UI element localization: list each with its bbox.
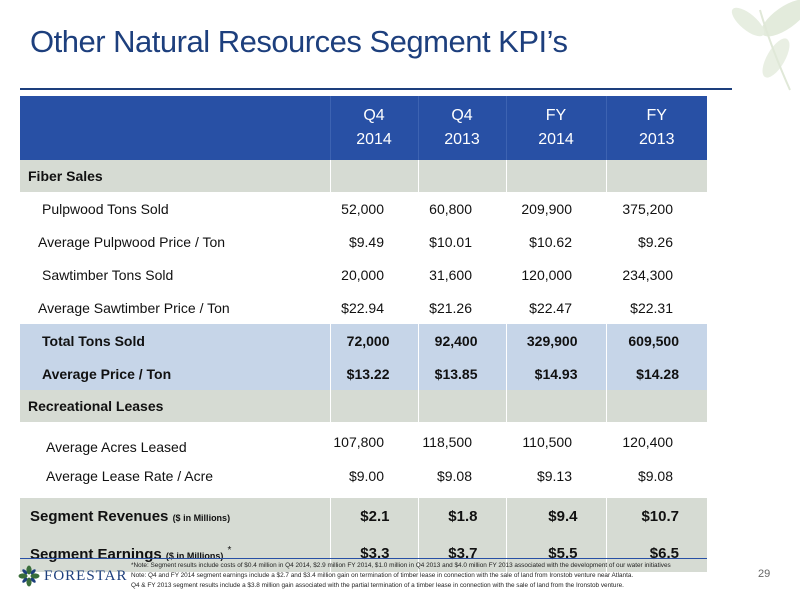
forestar-logo: FORESTAR: [18, 565, 127, 587]
title-divider: [20, 88, 732, 90]
logo-text: FORESTAR: [44, 567, 128, 584]
cell-value: $22.31: [630, 299, 673, 316]
page-number: 29: [758, 568, 771, 580]
cell-value: $13.85: [417, 357, 506, 390]
cell-value: $14.93: [505, 357, 606, 390]
table-header-row: Q4 2014 Q4 2013 FY 2014 FY 2013: [20, 96, 707, 160]
cell-value: 20,000: [341, 266, 384, 283]
table-row: Sawtimber Tons Sold 20,000 31,600 120,00…: [20, 258, 707, 291]
units-note: ($ in Millions): [165, 550, 224, 561]
cell-value: 72,000: [329, 324, 418, 357]
row-label: Pulpwood Tons Sold: [42, 200, 169, 217]
cell-value: 107,800: [333, 433, 384, 450]
section-heading: Fiber Sales: [20, 160, 330, 192]
footnote-line: Q4 & FY 2013 segment results include a $…: [131, 582, 624, 589]
cell-value: $9.49: [348, 233, 384, 250]
cell-value: $1.8: [417, 498, 506, 535]
page-title: Other Natural Resources Segment KPI’s: [30, 24, 568, 59]
cell-value: 52,000: [341, 200, 384, 217]
cell-value: $9.26: [637, 233, 673, 250]
footer-divider: [20, 558, 707, 559]
column-header-fy-2013: FY 2013: [605, 96, 707, 160]
cell-value: 31,600: [429, 266, 472, 283]
kpi-table: Q4 2014 Q4 2013 FY 2014 FY 2013 Fiber Sales …: [20, 96, 707, 572]
row-label: Sawtimber Tons Sold: [42, 266, 174, 283]
cell-value: $9.4: [505, 498, 606, 535]
footnote-line: *Note: Segment results include costs of …: [131, 562, 671, 569]
row-label: Average Acres Leased: [46, 438, 187, 455]
cell-value: 329,900: [505, 324, 606, 357]
cell-value: 118,500: [422, 433, 472, 450]
cell-value: 609,500: [605, 324, 707, 357]
cell-value: $6.5: [605, 535, 707, 572]
cell-value: 375,200: [622, 200, 673, 217]
forestar-star-icon: [18, 565, 40, 587]
cell-value: $22.94: [341, 299, 384, 316]
column-header-q4-2013: Q4 2013: [417, 96, 506, 160]
column-header-line2: 2013: [638, 131, 675, 148]
cell-value: $21.26: [429, 299, 472, 316]
cell-value: $10.7: [605, 498, 707, 535]
cell-value: $13.22: [329, 357, 418, 390]
section-heading: Recreational Leases: [20, 390, 330, 422]
cell-value: 92,400: [417, 324, 506, 357]
leaf-decoration-icon: [731, 0, 800, 91]
table-row: Average Sawtimber Price / Ton $22.94 $21…: [20, 291, 707, 324]
segment-revenues-label: Segment Revenues: [30, 508, 169, 525]
cell-value: $3.7: [417, 535, 506, 572]
cell-value: 60,800: [429, 200, 472, 217]
cell-value: $5.5: [505, 535, 606, 572]
units-note: ($ in Millions): [172, 513, 231, 523]
cell-value: $9.08: [637, 467, 673, 484]
cell-value: 120,400: [622, 433, 673, 450]
row-label: Segment Revenues ($ in Millions): [20, 498, 330, 535]
table-row: Average Acres Leased 107,800 118,500 110…: [20, 422, 707, 461]
table-row: Pulpwood Tons Sold 52,000 60,800 209,900…: [20, 192, 707, 225]
cell-value: $10.62: [529, 233, 572, 250]
cell-value: $10.01: [429, 233, 472, 250]
segment-revenues-row: Segment Revenues ($ in Millions) $2.1 $1…: [20, 498, 707, 535]
footnotes: *Note: Segment results include costs of …: [131, 561, 731, 591]
total-row: Average Price / Ton $13.22 $13.85 $14.93…: [20, 357, 707, 390]
table-row: Average Lease Rate / Acre $9.00 $9.08 $9…: [20, 461, 707, 490]
column-header-line2: 2014: [538, 131, 574, 148]
column-header-line1: Q4: [363, 107, 385, 124]
row-label: Total Tons Sold: [20, 324, 330, 357]
column-header-fy-2014: FY 2014: [505, 96, 606, 160]
cell-value: 234,300: [622, 266, 673, 283]
row-label: Average Price / Ton: [20, 357, 330, 390]
cell-value: 120,000: [521, 266, 572, 283]
cell-value: 209,900: [521, 200, 572, 217]
cell-value: $9.13: [536, 467, 572, 484]
cell-value: $9.08: [436, 467, 472, 484]
cell-value: $14.28: [605, 357, 707, 390]
row-label: Average Lease Rate / Acre: [46, 467, 214, 484]
cell-value: $2.1: [329, 498, 418, 535]
table-row: Average Pulpwood Price / Ton $9.49 $10.0…: [20, 225, 707, 258]
total-row: Total Tons Sold 72,000 92,400 329,900 60…: [20, 324, 707, 357]
row-label: Average Sawtimber Price / Ton: [38, 299, 230, 316]
column-header-line2: 2014: [356, 131, 392, 148]
column-header-line1: FY: [646, 107, 667, 124]
cell-value: $3.3: [329, 535, 418, 572]
cell-value: $22.47: [529, 299, 572, 316]
cell-value: $9.00: [348, 467, 384, 484]
column-header-line1: Q4: [451, 107, 473, 124]
section-row-fiber-sales: Fiber Sales: [20, 160, 707, 192]
header-blank-cell: [20, 96, 330, 160]
column-header-line1: FY: [545, 107, 567, 124]
row-label: Average Pulpwood Price / Ton: [38, 233, 226, 250]
spacer-row: [20, 490, 707, 498]
footnote-line: Note: Q4 and FY 2014 segment earnings in…: [131, 572, 634, 579]
section-row-recreational-leases: Recreational Leases: [20, 390, 707, 422]
footnote-marker: *: [227, 544, 232, 556]
column-header-q4-2014: Q4 2014: [329, 96, 418, 160]
cell-value: 110,500: [522, 433, 572, 450]
segment-earnings-label: Segment Earnings: [30, 545, 162, 563]
column-header-line2: 2013: [444, 131, 480, 148]
